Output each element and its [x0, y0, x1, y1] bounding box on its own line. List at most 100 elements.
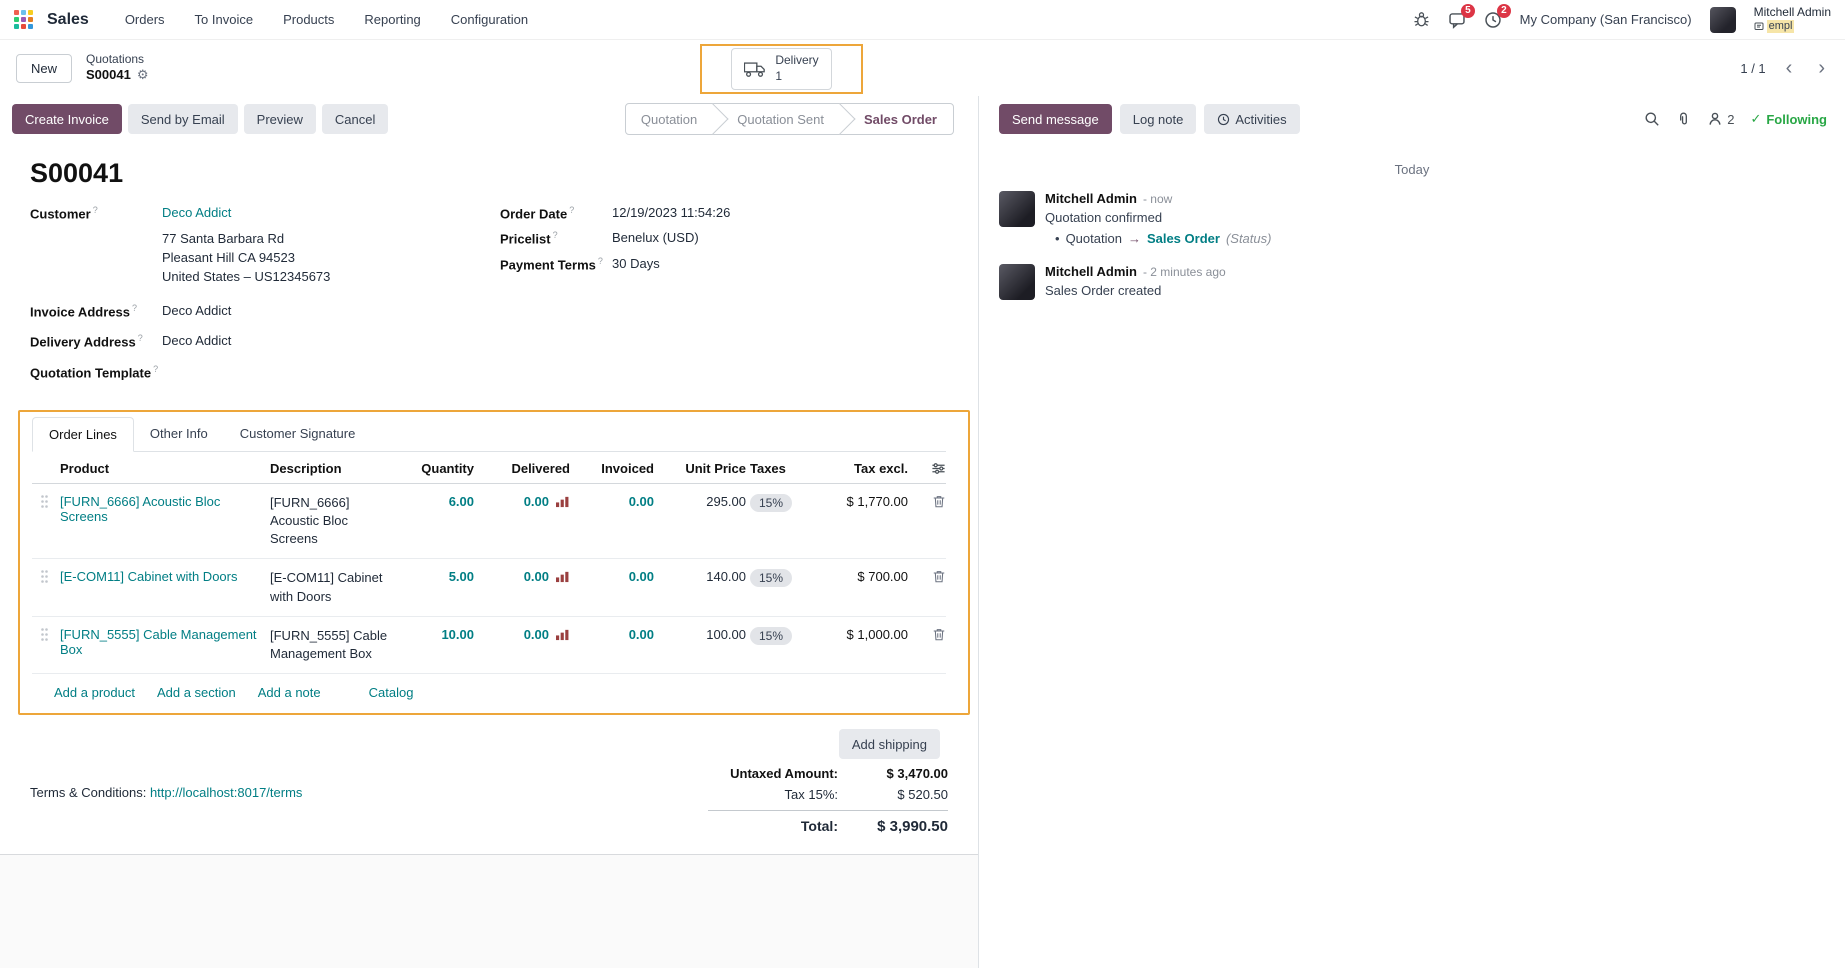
table-row: [FURN_6666] Acoustic Bloc Screens [FURN_…: [32, 484, 946, 560]
following-toggle[interactable]: ✓ Following: [1750, 111, 1827, 127]
attachments-icon[interactable]: [1676, 111, 1691, 127]
delete-row-icon[interactable]: [912, 627, 946, 642]
order-title: S00041: [30, 158, 124, 188]
menu-orders[interactable]: Orders: [124, 12, 165, 27]
status-quotation[interactable]: Quotation: [626, 104, 713, 134]
delivery-smart-button[interactable]: Delivery 1: [731, 48, 832, 90]
terms-link[interactable]: http://localhost:8017/terms: [149, 785, 303, 801]
delivered-field[interactable]: 0.00: [523, 569, 549, 585]
message-body: Sales Order created: [1045, 282, 1162, 298]
menu-to-invoice[interactable]: To Invoice: [194, 12, 254, 27]
status-sales-order[interactable]: Sales Order: [864, 111, 937, 127]
create-invoice-button[interactable]: Create Invoice: [12, 104, 122, 134]
notebook-tabs: Order Lines Other Info Customer Signatur…: [32, 416, 946, 452]
send-message-button[interactable]: Send message: [999, 104, 1112, 134]
menu-configuration[interactable]: Configuration: [450, 12, 529, 27]
forecast-chart-icon[interactable]: [555, 495, 570, 508]
messages-badge: 5: [1461, 3, 1475, 18]
delivery-button-label: Delivery: [775, 53, 819, 68]
tab-other-info[interactable]: Other Info: [149, 425, 208, 441]
menu-reporting[interactable]: Reporting: [364, 12, 421, 27]
tax-badge[interactable]: 15%: [750, 493, 793, 512]
add-shipping-button[interactable]: Add shipping: [838, 729, 940, 760]
order-date-field[interactable]: 12/19/2023 11:54:26: [612, 205, 731, 220]
status-quotation-sent[interactable]: Quotation Sent: [713, 104, 840, 134]
pager-previous-icon[interactable]: ‹: [1785, 57, 1793, 79]
status-bar: Quotation Quotation Sent Sales Order: [624, 103, 954, 135]
status-to-link[interactable]: Sales Order: [1146, 230, 1220, 246]
clock-icon: [1217, 113, 1230, 126]
pricelist-field[interactable]: Benelux (USD): [612, 230, 699, 246]
app-name[interactable]: Sales: [47, 10, 89, 28]
delete-row-icon[interactable]: [912, 494, 946, 509]
add-a-note-link[interactable]: Add a note: [257, 685, 321, 701]
description-field[interactable]: [FURN_5555] Cable Management Box: [270, 627, 388, 661]
delivery-address-field[interactable]: Deco Addict: [162, 333, 232, 349]
preview-button[interactable]: Preview: [243, 104, 316, 134]
quantity-field[interactable]: 10.00: [441, 626, 474, 642]
product-link[interactable]: [FURN_6666] Acoustic Bloc Screens: [60, 493, 221, 524]
forecast-chart-icon[interactable]: [555, 628, 570, 641]
quantity-field[interactable]: 6.00: [448, 493, 474, 509]
tax-badge[interactable]: 15%: [750, 626, 793, 645]
user-avatar[interactable]: [1709, 6, 1736, 33]
drag-handle-icon[interactable]: [32, 627, 56, 642]
catalog-link[interactable]: Catalog: [368, 685, 414, 701]
description-field[interactable]: [FURN_6666] Acoustic Bloc Screens: [270, 494, 350, 547]
add-a-product-link[interactable]: Add a product: [54, 685, 135, 701]
delivered-field[interactable]: 0.00: [523, 493, 549, 509]
delivery-count: 1: [775, 69, 783, 83]
quantity-field[interactable]: 5.00: [448, 569, 474, 585]
subtotal-value: $ 1,000.00: [846, 626, 908, 642]
customer-field[interactable]: Deco Addict: [162, 205, 232, 220]
log-note-button[interactable]: Log note: [1119, 104, 1197, 134]
tax-badge[interactable]: 15%: [750, 569, 793, 588]
settings-gear-icon[interactable]: ⚙: [136, 67, 149, 83]
pager-counter: 1 / 1: [1740, 60, 1766, 76]
send-by-email-button[interactable]: Send by Email: [127, 104, 238, 134]
table-header-row: Product Description Quantity Delivered I…: [32, 452, 946, 484]
search-messages-icon[interactable]: [1644, 111, 1660, 127]
activities-clock-icon[interactable]: 2: [1484, 3, 1511, 29]
company-switcher[interactable]: My Company (San Francisco): [1519, 12, 1692, 27]
messages-icon[interactable]: 5: [1448, 3, 1475, 29]
message-author[interactable]: Mitchell Admin: [1045, 263, 1137, 279]
drag-handle-icon[interactable]: [32, 494, 56, 509]
tab-order-lines[interactable]: Order Lines: [32, 416, 134, 452]
unit-price-field[interactable]: 140.00: [706, 569, 746, 585]
pager-next-icon[interactable]: ›: [1818, 57, 1825, 79]
unit-price-field[interactable]: 295.00: [706, 493, 746, 509]
check-icon: ✓: [1750, 111, 1762, 126]
tab-customer-signature[interactable]: Customer Signature: [239, 425, 356, 441]
product-link[interactable]: [FURN_5555] Cable Management Box: [60, 626, 257, 657]
user-menu[interactable]: Mitchell Admin empl: [1754, 5, 1831, 33]
invoice-address-field[interactable]: Deco Addict: [162, 302, 232, 318]
payment-terms-field[interactable]: 30 Days: [612, 255, 660, 271]
add-a-section-link[interactable]: Add a section: [156, 685, 236, 701]
breadcrumb-quotations[interactable]: Quotations: [86, 52, 145, 67]
debug-bug-icon[interactable]: [1413, 11, 1430, 28]
delivered-field[interactable]: 0.00: [523, 626, 549, 642]
apps-menu-icon[interactable]: [14, 10, 33, 29]
delete-row-icon[interactable]: [912, 569, 946, 584]
description-field[interactable]: [E-COM11] Cabinet with Doors: [270, 570, 383, 604]
menu-products[interactable]: Products: [283, 12, 335, 27]
unit-price-field[interactable]: 100.00: [706, 626, 746, 642]
followers-icon[interactable]: 2: [1707, 111, 1734, 127]
invoiced-field[interactable]: 0.00: [628, 626, 654, 642]
product-link[interactable]: [E-COM11] Cabinet with Doors: [60, 569, 238, 585]
followers-count: 2: [1727, 111, 1735, 127]
new-button[interactable]: New: [16, 53, 73, 83]
message-time: - 2 minutes ago: [1142, 264, 1226, 279]
message-avatar[interactable]: [999, 263, 1035, 300]
drag-handle-icon[interactable]: [32, 569, 56, 584]
invoiced-field[interactable]: 0.00: [628, 493, 654, 509]
activities-badge: 2: [1497, 3, 1511, 18]
cancel-button[interactable]: Cancel: [321, 104, 389, 134]
message-author[interactable]: Mitchell Admin: [1045, 191, 1137, 206]
forecast-chart-icon[interactable]: [555, 570, 570, 583]
message-avatar[interactable]: [999, 191, 1035, 227]
activities-button[interactable]: Activities: [1204, 104, 1300, 134]
invoiced-field[interactable]: 0.00: [628, 569, 654, 585]
optional-columns-icon[interactable]: [912, 452, 946, 483]
